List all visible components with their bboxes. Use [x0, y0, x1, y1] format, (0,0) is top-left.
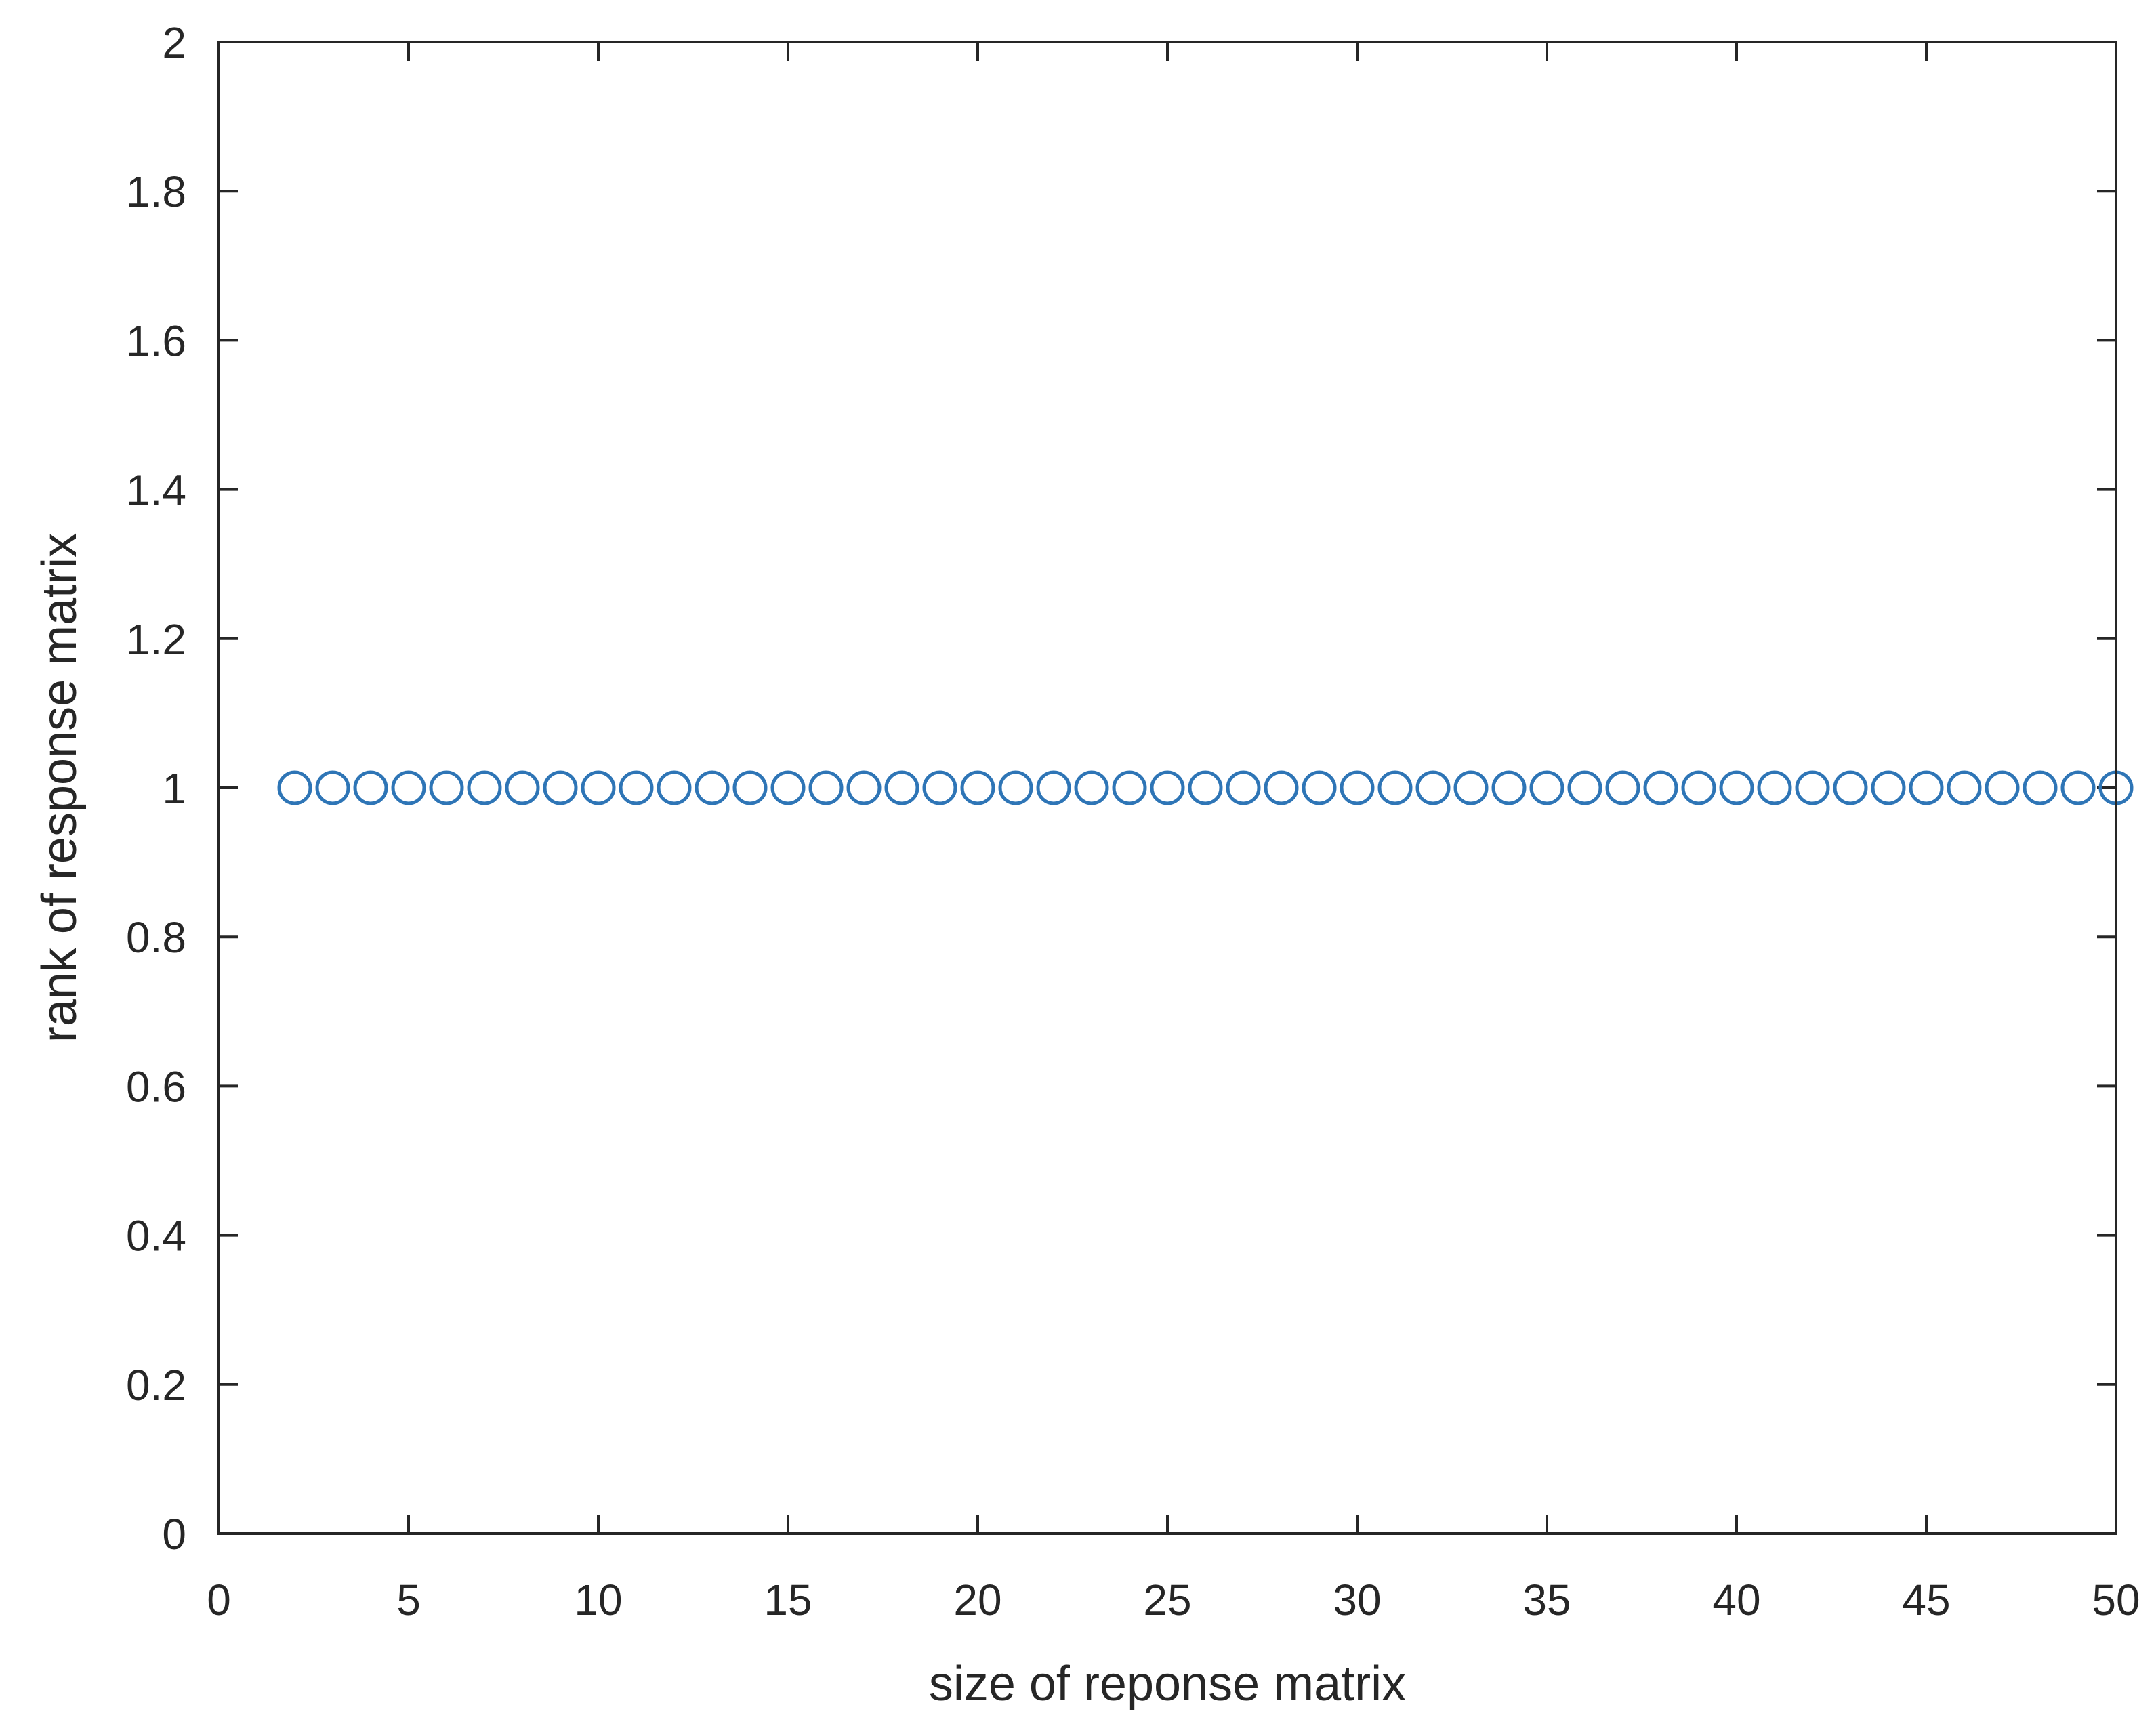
data-point: [1264, 770, 1299, 805]
x-tick-label: 0: [207, 1576, 231, 1624]
data-point: [732, 770, 768, 805]
y-tick-label: 0: [162, 1510, 186, 1559]
y-tick-label: 0.8: [126, 913, 186, 962]
y-tick-label: 1: [162, 764, 186, 813]
plot-area-frame: [217, 41, 2117, 1535]
data-point: [505, 770, 540, 805]
y-tick-label: 1.2: [126, 615, 186, 664]
data-point: [429, 770, 464, 805]
x-tick-label: 5: [396, 1576, 421, 1624]
data-point: [1985, 770, 2020, 805]
data-point: [1340, 770, 1375, 805]
data-point: [581, 770, 616, 805]
data-point: [2060, 770, 2096, 805]
data-point: [695, 770, 730, 805]
data-point: [619, 770, 654, 805]
data-point: [315, 770, 350, 805]
ticks-layer: [217, 41, 2117, 1535]
y-tick-label: 1.4: [126, 466, 186, 515]
y-tick-label: 1.8: [126, 167, 186, 216]
data-point: [1833, 770, 1868, 805]
data-point: [467, 770, 502, 805]
x-tick-label: 40: [1712, 1576, 1760, 1624]
x-tick-label: 50: [2092, 1576, 2140, 1624]
data-point: [770, 770, 806, 805]
data-point: [1491, 770, 1527, 805]
data-point: [1871, 770, 1906, 805]
data-point: [1909, 770, 1944, 805]
data-point: [1529, 770, 1564, 805]
data-point: [1188, 770, 1223, 805]
data-point: [1112, 770, 1147, 805]
data-point: [1757, 770, 1792, 805]
data-point: [1377, 770, 1413, 805]
y-tick-label: 2: [162, 18, 186, 67]
y-tick-label: 1.6: [126, 316, 186, 365]
data-point: [808, 770, 844, 805]
data-point: [277, 770, 312, 805]
data-point: [1795, 770, 1830, 805]
data-point: [846, 770, 882, 805]
y-tick-label: 0.2: [126, 1361, 186, 1410]
x-tick-label: 10: [574, 1576, 622, 1624]
data-point: [391, 770, 426, 805]
data-point: [1302, 770, 1337, 805]
data-point: [884, 770, 919, 805]
x-tick-label: 20: [953, 1576, 1001, 1624]
y-axis-title: rank of response matrix: [33, 533, 87, 1042]
x-tick-label: 15: [764, 1576, 812, 1624]
tick-labels: 0 5 10 15 20 25 30 35 40 45 50 0 0.2 0.4 0.6 0.8 1 1.2 1.4…: [126, 18, 2140, 1624]
x-axis-title: size of reponse matrix: [929, 1657, 1406, 1711]
x-tick-label: 25: [1143, 1576, 1191, 1624]
data-point: [1074, 770, 1109, 805]
data-point: [543, 770, 578, 805]
data-point: [1567, 770, 1602, 805]
x-tick-label: 30: [1333, 1576, 1381, 1624]
data-point: [922, 770, 957, 805]
data-point: [1036, 770, 1071, 805]
data-point: [1150, 770, 1185, 805]
data-point: [1453, 770, 1489, 805]
data-markers: [277, 770, 2134, 805]
data-point: [1643, 770, 1678, 805]
data-point: [1415, 770, 1451, 805]
data-point: [2023, 770, 2058, 805]
y-tick-label: 0.4: [126, 1212, 186, 1261]
data-point: [1947, 770, 1982, 805]
y-tick-label: 0.6: [126, 1062, 186, 1111]
data-point: [1605, 770, 1640, 805]
data-point: [998, 770, 1033, 805]
data-point: [1681, 770, 1716, 805]
x-tick-label: 45: [1902, 1576, 1950, 1624]
x-tick-label: 35: [1522, 1576, 1571, 1624]
data-point: [353, 770, 388, 805]
data-point: [960, 770, 995, 805]
data-point: [1719, 770, 1754, 805]
data-point: [1226, 770, 1261, 805]
data-point: [657, 770, 692, 805]
